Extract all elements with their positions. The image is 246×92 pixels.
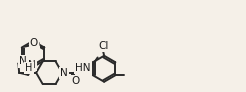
Text: Cl: Cl bbox=[98, 41, 108, 51]
Text: O: O bbox=[71, 76, 79, 86]
Text: O: O bbox=[30, 38, 38, 48]
Text: O: O bbox=[31, 40, 39, 50]
Text: HN: HN bbox=[75, 63, 91, 73]
Text: H: H bbox=[25, 63, 33, 73]
Text: N: N bbox=[60, 68, 68, 78]
Text: N: N bbox=[28, 60, 36, 70]
Text: N: N bbox=[19, 56, 27, 67]
